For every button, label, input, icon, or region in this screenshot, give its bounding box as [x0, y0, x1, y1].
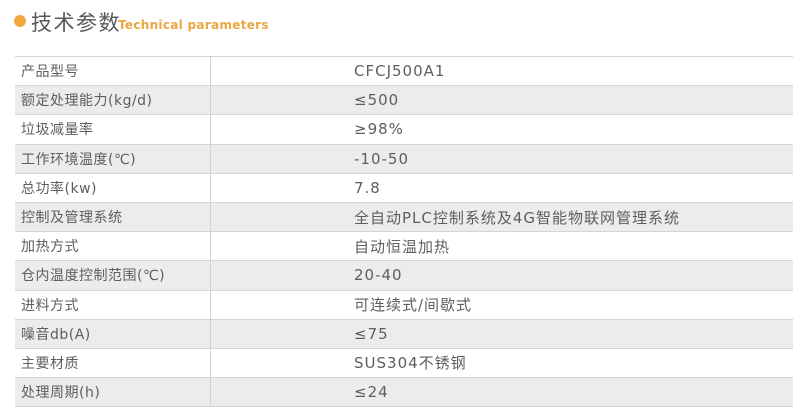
- param-value: 7.8: [354, 178, 381, 197]
- param-label: 产品型号: [15, 57, 211, 86]
- param-value: ≤75: [354, 324, 389, 343]
- param-label: 总功率(kw): [15, 173, 211, 202]
- param-value: SUS304不锈钢: [354, 354, 467, 373]
- table-row: 产品型号 CFCJ500A1: [15, 57, 793, 87]
- param-value: 20-40: [354, 266, 403, 285]
- table-row: 进料方式 可连续式/间歇式: [15, 290, 793, 320]
- table-row: 总功率(kw) 7.8: [15, 173, 793, 203]
- table-row: 噪音db(A) ≤75: [15, 319, 793, 349]
- param-value: CFCJ500A1: [354, 62, 446, 81]
- table-row: 垃圾减量率 ≥98%: [15, 115, 793, 145]
- table-row: 工作环境温度(℃) -10-50: [15, 144, 793, 174]
- table-row: 加热方式 自动恒温加热: [15, 232, 793, 262]
- table-row: 仓内温度控制范围(℃) 20-40: [15, 261, 793, 291]
- param-value: 全自动PLC控制系统及4G智能物联网管理系统: [354, 208, 681, 227]
- param-value: ≤500: [354, 91, 400, 110]
- param-label: 加热方式: [15, 232, 211, 261]
- param-label: 垃圾减量率: [15, 115, 211, 144]
- table-row: 控制及管理系统 全自动PLC控制系统及4G智能物联网管理系统: [15, 202, 793, 233]
- param-label: 噪音db(A): [15, 319, 211, 348]
- param-label: 处理周期(h): [15, 378, 211, 407]
- param-label: 控制及管理系统: [15, 202, 211, 232]
- param-value: 可连续式/间歇式: [354, 296, 473, 315]
- param-label: 额定处理能力(kg/d): [15, 86, 211, 115]
- param-value: ≤24: [354, 383, 389, 402]
- section-title-en: Technical parameters: [118, 18, 269, 32]
- param-label: 主要材质: [15, 348, 211, 378]
- table-row: 处理周期(h) ≤24: [15, 378, 793, 408]
- table-row: 主要材质 SUS304不锈钢: [15, 348, 793, 379]
- section-title-zh: 技术参数: [31, 11, 121, 35]
- param-label: 进料方式: [15, 290, 211, 319]
- param-value: ≥98%: [354, 120, 404, 139]
- param-value: 自动恒温加热: [354, 237, 451, 256]
- table-row: 额定处理能力(kg/d) ≤500: [15, 86, 793, 116]
- param-label: 工作环境温度(℃): [15, 144, 211, 173]
- param-label: 仓内温度控制范围(℃): [15, 261, 211, 290]
- param-value: -10-50: [354, 149, 409, 168]
- parameters-table: 产品型号 CFCJ500A1 额定处理能力(kg/d) ≤500 垃圾减量率 ≥98% 工作…: [15, 56, 793, 408]
- section-header: 技术参数 Technical parameters: [0, 0, 800, 55]
- bullet-icon: [14, 15, 26, 27]
